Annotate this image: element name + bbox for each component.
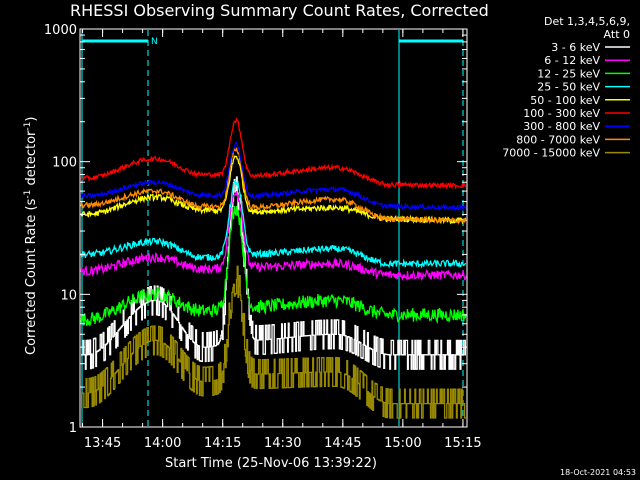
series-line-3 <box>80 179 467 269</box>
y-tick-label: 100 <box>52 156 77 171</box>
x-tick-label: 14:30 <box>264 436 301 451</box>
series-line-5 <box>80 116 467 190</box>
series-line-0 <box>81 176 466 370</box>
series-line-1 <box>80 191 467 282</box>
y-axis-label: Corrected Count Rate (s-1 detector-1) <box>23 117 39 355</box>
x-axis-label: Start Time (25-Nov-06 13:39:22) <box>165 456 377 471</box>
x-tick-label: 15:00 <box>384 436 421 451</box>
y-axis: 1 10 100 1000 <box>44 23 467 436</box>
x-tick-label: 14:45 <box>324 436 361 451</box>
series-line-8 <box>81 265 466 419</box>
legend-entry-4: 50 - 100 keV <box>530 94 600 107</box>
y-tick-label: 1 <box>69 421 77 436</box>
legend-entry-8: 7000 - 15000 keV <box>502 147 600 160</box>
series-line-7 <box>80 147 467 225</box>
x-tick-label: 15:15 <box>444 436 481 451</box>
series-layer <box>80 116 467 419</box>
legend-entry-1: 6 - 12 keV <box>544 54 600 67</box>
y-tick-label: 1000 <box>44 23 77 38</box>
series-line-6 <box>80 141 467 212</box>
legend-entry-5: 100 - 300 keV <box>523 107 600 120</box>
legend-entry-3: 25 - 50 keV <box>537 81 600 94</box>
x-axis: 13:45 14:00 14:15 14:30 14:45 15:00 15:15 <box>82 29 482 451</box>
series-line-4 <box>80 155 467 225</box>
plot-frame <box>79 28 468 428</box>
x-tick-label: 13:45 <box>84 436 121 451</box>
night-label: N <box>151 37 158 47</box>
y-tick-label: 10 <box>60 288 77 303</box>
legend-entry-6: 300 - 800 keV <box>523 120 600 133</box>
legend-entry-7: 800 - 7000 keV <box>516 133 600 146</box>
footer-date: 18-Oct-2021 04:53 <box>560 468 636 477</box>
x-tick-label: 14:15 <box>204 436 241 451</box>
night-indicator: N <box>81 30 464 426</box>
legend-entry-0: 3 - 6 keV <box>551 41 600 54</box>
legend-header-1: Det 1,3,4,5,6,9, <box>544 15 630 28</box>
chart-title: RHESSI Observing Summary Count Rates, Co… <box>70 1 489 20</box>
x-tick-label: 14:00 <box>144 436 181 451</box>
legend-entry-2: 12 - 25 keV <box>537 67 600 80</box>
series-line-2 <box>80 205 467 327</box>
legend-header-2: Att 0 <box>604 28 630 41</box>
